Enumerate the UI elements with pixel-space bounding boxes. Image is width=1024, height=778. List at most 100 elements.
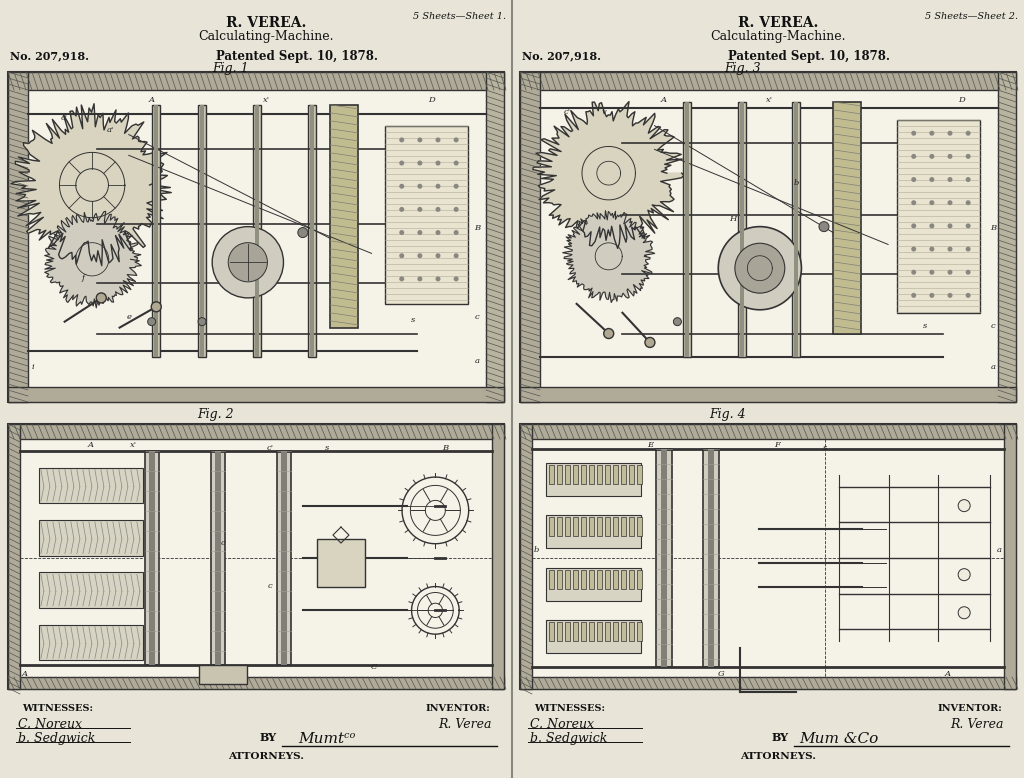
Circle shape [930, 154, 934, 159]
Circle shape [911, 200, 916, 205]
Bar [629, 464, 634, 484]
Bar [8, 677, 504, 689]
Text: Fig. 2: Fig. 2 [197, 408, 233, 421]
Text: Patented Sept. 10, 1878.: Patented Sept. 10, 1878. [728, 50, 890, 63]
Bar [282, 451, 288, 665]
Text: BY: BY [771, 732, 788, 743]
Circle shape [454, 138, 459, 142]
Bar [998, 72, 1016, 402]
Bar [8, 424, 504, 439]
Text: D: D [958, 96, 965, 104]
Bar [582, 569, 586, 589]
Text: a: a [996, 546, 1001, 554]
Bar [39, 573, 142, 608]
Circle shape [147, 317, 156, 326]
Bar [637, 464, 642, 484]
Circle shape [604, 328, 613, 338]
Circle shape [911, 131, 916, 135]
Text: ATTORNEYS.: ATTORNEYS. [740, 752, 816, 761]
Bar [520, 387, 1016, 402]
Bar [546, 515, 641, 548]
Bar [565, 569, 570, 589]
Circle shape [418, 230, 422, 235]
Text: a': a' [106, 125, 114, 134]
Bar [565, 517, 570, 536]
Text: v: v [602, 108, 606, 116]
Text: Calculating-Machine.: Calculating-Machine. [711, 30, 846, 43]
Bar [709, 449, 715, 668]
Bar [278, 451, 291, 665]
Bar [739, 102, 743, 357]
Bar [622, 517, 626, 536]
Text: C. Noreux: C. Noreux [18, 718, 82, 731]
Text: c: c [220, 539, 225, 547]
Circle shape [966, 131, 971, 135]
Circle shape [96, 293, 106, 303]
Bar [589, 517, 594, 536]
Bar [532, 439, 1004, 677]
Bar [662, 449, 668, 668]
Circle shape [454, 253, 459, 258]
Bar [549, 622, 554, 641]
Circle shape [966, 247, 971, 251]
Bar [629, 517, 634, 536]
Bar [520, 424, 532, 689]
Circle shape [911, 223, 916, 229]
Circle shape [399, 253, 404, 258]
Bar [28, 90, 486, 387]
Circle shape [399, 138, 404, 142]
Text: c: c [474, 313, 479, 321]
Polygon shape [45, 212, 141, 308]
Bar [8, 387, 504, 402]
Circle shape [911, 177, 916, 182]
Bar [200, 665, 247, 684]
Polygon shape [532, 102, 684, 248]
Circle shape [152, 302, 161, 312]
Bar [629, 569, 634, 589]
Bar [613, 622, 618, 641]
Bar [520, 72, 1016, 402]
Bar [546, 463, 641, 496]
Text: s: s [822, 443, 826, 452]
Bar [549, 569, 554, 589]
Circle shape [399, 160, 404, 166]
Circle shape [718, 226, 802, 310]
Text: c': c' [266, 443, 273, 452]
Circle shape [454, 276, 459, 282]
Text: G: G [718, 670, 724, 678]
Text: No. 207,918.: No. 207,918. [10, 50, 89, 61]
Text: R. Verea: R. Verea [438, 718, 492, 731]
Circle shape [454, 207, 459, 212]
Bar [565, 464, 570, 484]
Bar [629, 622, 634, 641]
Bar [557, 517, 562, 536]
Circle shape [911, 247, 916, 251]
Text: INVENTOR:: INVENTOR: [937, 704, 1002, 713]
Text: H: H [729, 215, 736, 223]
Circle shape [966, 177, 971, 182]
Bar [637, 622, 642, 641]
Bar [605, 464, 610, 484]
Circle shape [735, 244, 784, 293]
Bar [683, 102, 690, 357]
Circle shape [930, 293, 934, 298]
Text: c: c [991, 321, 995, 330]
Text: Fig. 3: Fig. 3 [724, 62, 761, 75]
Text: E: E [647, 441, 653, 450]
Bar [331, 105, 357, 328]
Text: F: F [774, 441, 780, 450]
Text: a: a [991, 363, 996, 371]
Text: f: f [81, 274, 85, 282]
Text: A: A [660, 96, 667, 104]
Circle shape [930, 223, 934, 229]
Text: s: s [411, 316, 415, 324]
Bar [637, 569, 642, 589]
Bar [597, 517, 602, 536]
Bar [155, 105, 159, 357]
Bar [573, 517, 579, 536]
Circle shape [947, 223, 952, 229]
Text: R. VEREA.: R. VEREA. [738, 16, 818, 30]
Bar [512, 0, 1024, 778]
Bar [8, 72, 504, 402]
Circle shape [435, 230, 440, 235]
